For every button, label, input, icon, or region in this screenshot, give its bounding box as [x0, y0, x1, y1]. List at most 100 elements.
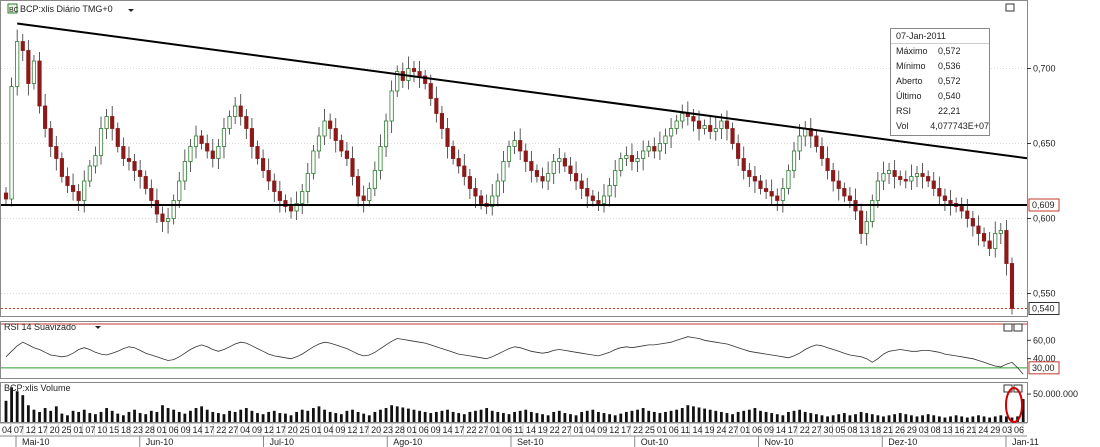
day-label: 27 [728, 425, 738, 435]
candle-body [551, 161, 556, 174]
day-label: 23 [383, 425, 393, 435]
candle-body [1004, 230, 1009, 264]
candle-body [249, 128, 254, 147]
day-label: 17 [621, 425, 631, 435]
candle-body [82, 180, 87, 201]
day-label: 22 [216, 425, 226, 435]
price-tick-label: 0,600 [1033, 214, 1056, 224]
day-label: 06 [669, 425, 679, 435]
day-label: 17 [454, 425, 464, 435]
restore-rsi-icon[interactable] [1013, 323, 1023, 332]
candle-body [121, 146, 126, 159]
candle-body [227, 116, 232, 129]
candle-body [115, 128, 120, 147]
ticker-label[interactable]: BCP:xlis Diário TMG+0 [20, 4, 113, 14]
candle-body [613, 170, 618, 186]
candle-body [993, 233, 998, 249]
day-label: 25 [62, 425, 72, 435]
candle-body [473, 188, 478, 197]
day-label: 01 [740, 425, 750, 435]
last-price-label: 0,540 [1032, 304, 1055, 314]
rsi-series-line [5, 336, 1024, 375]
day-label: 17 [359, 425, 369, 435]
candle-body [423, 75, 428, 84]
day-label: 17 [204, 425, 214, 435]
candle-body [657, 143, 662, 152]
candle-body [216, 146, 221, 159]
candle-body [37, 60, 42, 107]
support-label: 0,609 [1032, 200, 1055, 210]
day-label: 25 [300, 425, 310, 435]
rsi-tick-label: 40,00 [1033, 354, 1056, 364]
candle-body [797, 135, 802, 152]
last-price-label-box [1028, 302, 1060, 315]
info-key: Mínimo [896, 61, 926, 71]
rsi-panel-title[interactable]: RSI 14 Suavizado [4, 322, 76, 332]
candle-body [696, 120, 702, 129]
day-label: 22 [466, 425, 476, 435]
day-label: 27 [562, 425, 572, 435]
ticker-badge: BC [9, 7, 19, 14]
candle-body [316, 135, 322, 152]
candle-body [942, 195, 948, 201]
candle-body [406, 68, 411, 81]
day-label: 12 [609, 425, 619, 435]
candle-body [819, 146, 825, 159]
day-label: 27 [228, 425, 238, 435]
candle-body [875, 180, 880, 201]
candle-body [970, 218, 975, 227]
candle-body [495, 180, 500, 197]
info-row-max: Máximo 0,572 [891, 44, 989, 59]
candle-body [93, 155, 98, 167]
day-label: 03 [1002, 425, 1012, 435]
price-lines [1, 22, 1028, 309]
candle-body [825, 158, 830, 171]
day-label: 18 [121, 425, 131, 435]
day-label: 14 [693, 425, 703, 435]
day-label: 25 [645, 425, 655, 435]
candle-body [903, 179, 908, 182]
day-label: 16 [954, 425, 964, 435]
candle-body [892, 170, 897, 177]
day-label: 22 [633, 425, 643, 435]
info-row-last: Último 0,540 [891, 89, 989, 104]
day-label: 09 [597, 425, 607, 435]
maximize-price-icon[interactable] [1005, 3, 1015, 12]
candle-body [328, 120, 333, 129]
info-value: 0,572 [938, 46, 961, 56]
day-label: 11 [681, 425, 690, 435]
day-label: 08 [931, 425, 941, 435]
candle-body [534, 170, 540, 177]
volume-panel-title: BCP:xlis Volume [4, 383, 71, 393]
candle-body [177, 180, 182, 201]
candle-body [523, 150, 528, 162]
candle-body [914, 173, 920, 177]
info-key: Máximo [896, 46, 928, 56]
day-label: 06 [752, 425, 762, 435]
candle-body [143, 176, 148, 189]
candle-body [635, 158, 640, 162]
candle-body [87, 165, 92, 182]
month-label: Mai-10 [22, 437, 50, 447]
candle-body [719, 120, 724, 129]
candle-body [154, 200, 159, 215]
price-axis: 0,550 0,600 0,650 0,700 0,609 0,540 [1027, 64, 1060, 315]
candle-body [305, 173, 310, 192]
candle-body [322, 120, 327, 137]
rsi-chevron-down-icon[interactable] [95, 326, 101, 329]
maximize-rsi-icon[interactable] [1003, 323, 1013, 332]
candle-body [691, 116, 696, 122]
candle-body [937, 188, 942, 197]
candle-body [987, 240, 992, 249]
candle-body [708, 125, 713, 132]
support-label-box [1028, 198, 1060, 212]
candle-body [434, 98, 439, 114]
candle-body [15, 41, 20, 87]
info-value: 22,21 [938, 106, 961, 116]
candle-body [272, 180, 277, 192]
day-label: 19 [704, 425, 714, 435]
candle-body [1009, 263, 1015, 309]
day-label: 14 [526, 425, 536, 435]
candle-body [344, 150, 349, 159]
chevron-down-icon[interactable] [128, 9, 134, 12]
